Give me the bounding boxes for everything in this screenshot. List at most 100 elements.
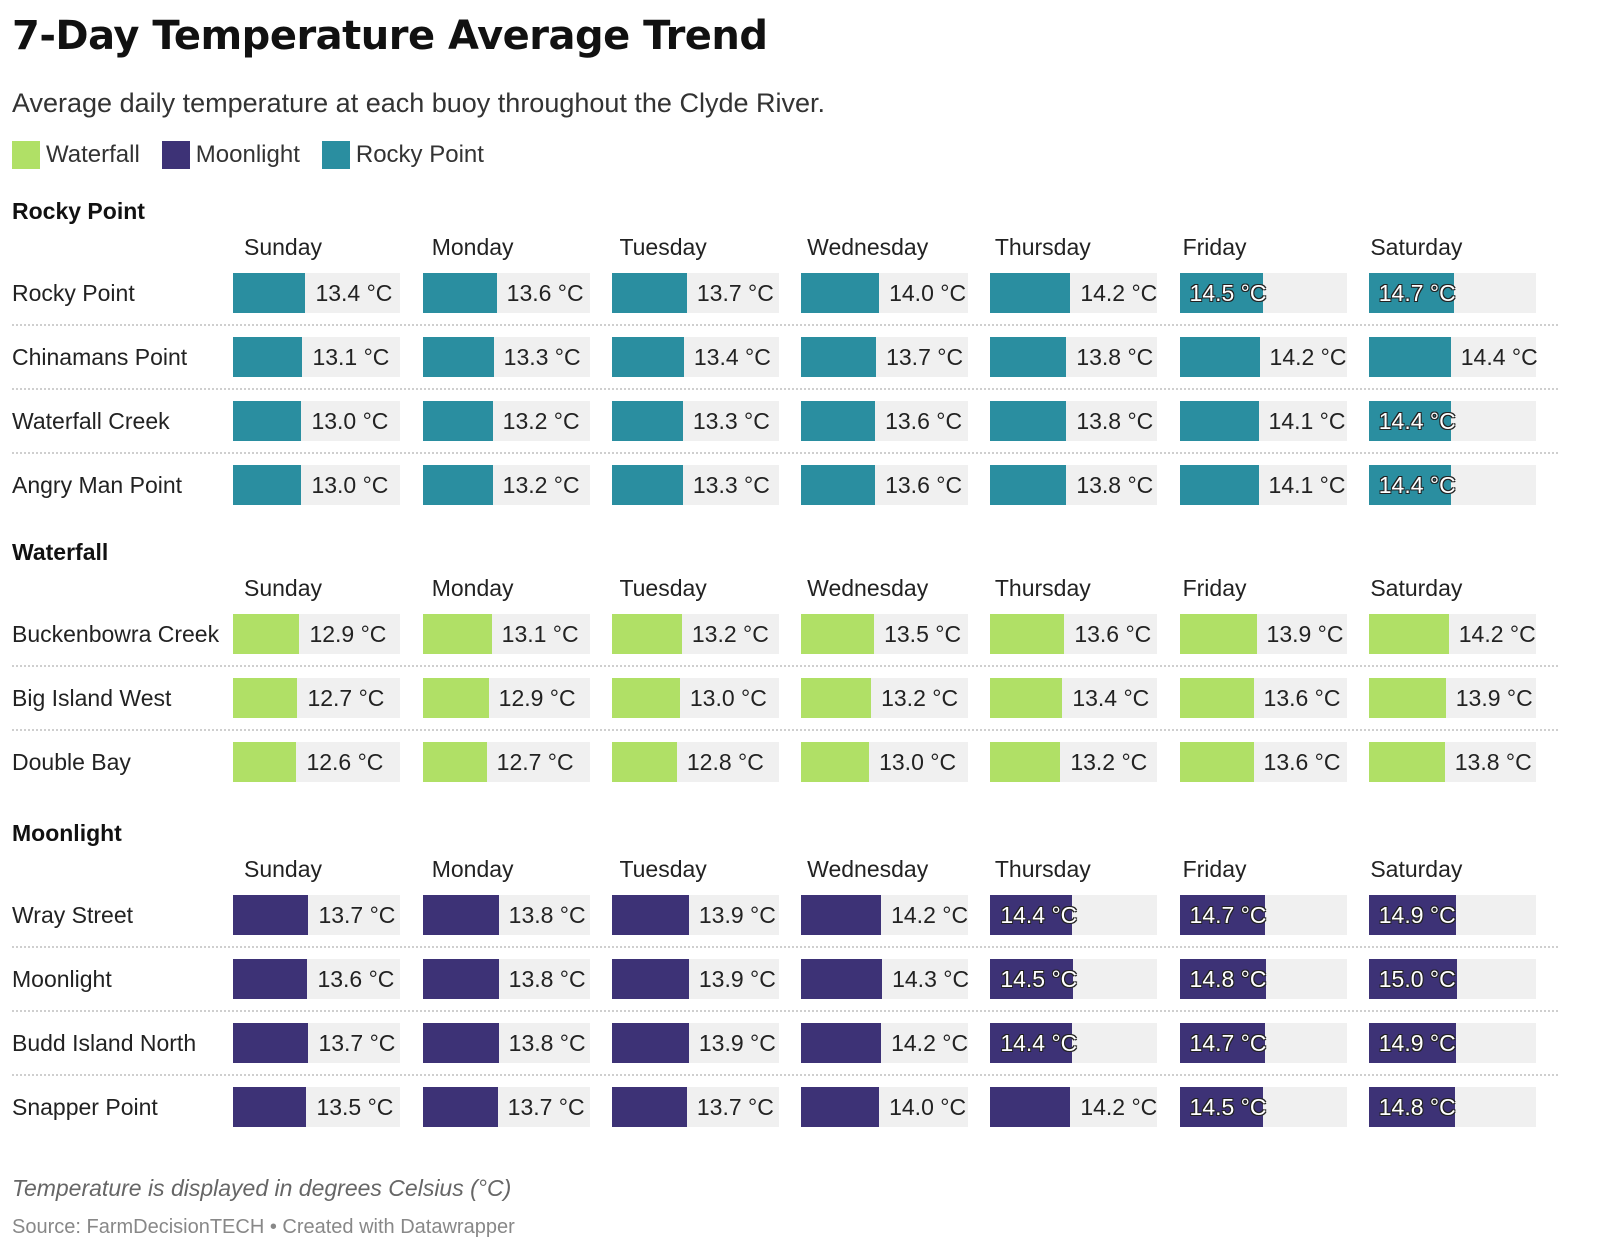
bar (801, 465, 876, 505)
bar (801, 895, 882, 935)
bar (1368, 273, 1454, 313)
bar-cell: 14.4 °C (1368, 465, 1536, 505)
bar-cell: 13.2 °C (801, 678, 969, 718)
bar-cell: 14.0 °C (801, 273, 969, 313)
bar-cell: 12.6 °C (233, 742, 401, 782)
bar-value-label: 13.3 °C (692, 408, 770, 434)
bar-value-label: 13.5 °C (884, 621, 962, 647)
day-header-row: Sunday Monday Tuesday Wednesday Thursday Frid… (244, 567, 1558, 603)
bar (1179, 678, 1254, 718)
bar-cell: 13.7 °C (422, 1087, 590, 1127)
legend-swatch-rocky-point (321, 141, 350, 169)
bar (611, 273, 687, 313)
bar (611, 614, 682, 654)
bar-cell: 14.8 °C (1368, 1087, 1536, 1127)
bar (1179, 273, 1263, 313)
table-row: Big Island West 12.7 °C 12.9 °C 13.0 °C 13.2… (12, 667, 1558, 731)
bar (1368, 465, 1451, 505)
bar (990, 273, 1071, 313)
bar-cell: 12.9 °C (233, 614, 401, 654)
bar-cell: 14.1 °C (1179, 465, 1347, 505)
bar-value-label: 14.2 °C (891, 1030, 969, 1056)
day-header-monday: Monday (431, 856, 514, 882)
bar-value-label: 14.1 °C (1268, 472, 1346, 498)
bar-value-label: 13.2 °C (881, 685, 959, 711)
bar-cell: 13.9 °C (611, 959, 779, 999)
bar (611, 1023, 689, 1063)
bar-value-label: 13.8 °C (1454, 749, 1532, 775)
day-header-saturday: Saturday (1370, 575, 1463, 601)
bar (801, 1087, 880, 1127)
bar-value-label: 14.7 °C (1378, 280, 1456, 306)
bar (611, 401, 683, 441)
bar-value-label: 13.4 °C (315, 280, 393, 306)
bar-value-label: 13.7 °C (318, 902, 396, 928)
bar-cell: 13.2 °C (611, 614, 779, 654)
bar (1179, 337, 1260, 377)
bar-value-label: 13.8 °C (508, 966, 586, 992)
bar (990, 1087, 1071, 1127)
bar-cell: 13.3 °C (611, 465, 779, 505)
bar-value-label: 14.5 °C (1000, 966, 1078, 992)
bar-value-label: 15.0 °C (1378, 966, 1456, 992)
bar-cell: 13.6 °C (1179, 678, 1347, 718)
bar (1368, 1023, 1456, 1063)
day-header-thursday: Thursday (994, 234, 1091, 260)
bar-value-label: 13.1 °C (312, 344, 390, 370)
day-header-friday: Friday (1182, 856, 1247, 882)
bar-cell: 13.7 °C (611, 273, 779, 313)
bar (422, 742, 487, 782)
bar-cell: 13.0 °C (611, 678, 779, 718)
chart-title: 7-Day Temperature Average Trend (12, 13, 768, 59)
table-row: Angry Man Point 13.0 °C 13.2 °C 13.3 °C 13.6… (12, 454, 1558, 516)
bar (990, 959, 1074, 999)
bar-cell: 14.5 °C (990, 959, 1158, 999)
bar (422, 1023, 499, 1063)
bar-cell: 13.6 °C (990, 614, 1158, 654)
day-header-tuesday: Tuesday (619, 575, 707, 601)
day-header-monday: Monday (431, 575, 514, 601)
bar (233, 742, 297, 782)
bar (422, 273, 497, 313)
bar-value-label: 13.6 °C (317, 966, 395, 992)
legend: Waterfall Moonlight Rocky Point (12, 140, 1610, 170)
bar-cell: 13.7 °C (233, 895, 401, 935)
bar-value-label: 14.5 °C (1189, 280, 1267, 306)
bar-value-label: 13.2 °C (691, 621, 769, 647)
bar-cell: 14.4 °C (990, 1023, 1158, 1063)
bar-value-label: 14.4 °C (1378, 408, 1456, 434)
bar-cell: 12.8 °C (611, 742, 779, 782)
bar-value-label: 14.4 °C (1460, 344, 1538, 370)
bar (611, 678, 680, 718)
bar-value-label: 14.8 °C (1378, 1094, 1456, 1120)
bar-cell: 13.6 °C (801, 465, 969, 505)
bar-cell: 13.6 °C (1179, 742, 1347, 782)
day-header-tuesday: Tuesday (619, 234, 707, 260)
day-header-tuesday: Tuesday (619, 856, 707, 882)
bar-cell: 13.7 °C (611, 1087, 779, 1127)
bar (422, 895, 499, 935)
day-header-saturday: Saturday (1370, 856, 1463, 882)
bar (990, 465, 1067, 505)
bar-value-label: 13.2 °C (502, 408, 580, 434)
bar-cell: 14.2 °C (1179, 337, 1347, 377)
row-label: Snapper Point (12, 1093, 158, 1120)
day-header-wednesday: Wednesday (807, 575, 929, 601)
bar-cell: 14.7 °C (1179, 895, 1347, 935)
bar-cell: 14.5 °C (1179, 273, 1347, 313)
bar-cell: 14.2 °C (990, 273, 1158, 313)
bar-cell: 13.8 °C (422, 1023, 590, 1063)
bar-value-label: 13.0 °C (311, 408, 389, 434)
bar-cell: 14.2 °C (1368, 614, 1536, 654)
chart-source: Source: FarmDecisionTECH • Created with … (12, 1216, 515, 1238)
bar-cell: 13.3 °C (422, 337, 590, 377)
bar-cell: 14.2 °C (990, 1087, 1158, 1127)
bar-value-label: 13.8 °C (508, 1030, 586, 1056)
bar-cell: 13.5 °C (801, 614, 969, 654)
day-header-friday: Friday (1182, 234, 1247, 260)
day-header-friday: Friday (1182, 575, 1247, 601)
bar-cell: 14.2 °C (801, 895, 969, 935)
bar (1368, 678, 1446, 718)
legend-swatch-moonlight (161, 141, 190, 169)
bar-value-label: 12.7 °C (496, 749, 574, 775)
